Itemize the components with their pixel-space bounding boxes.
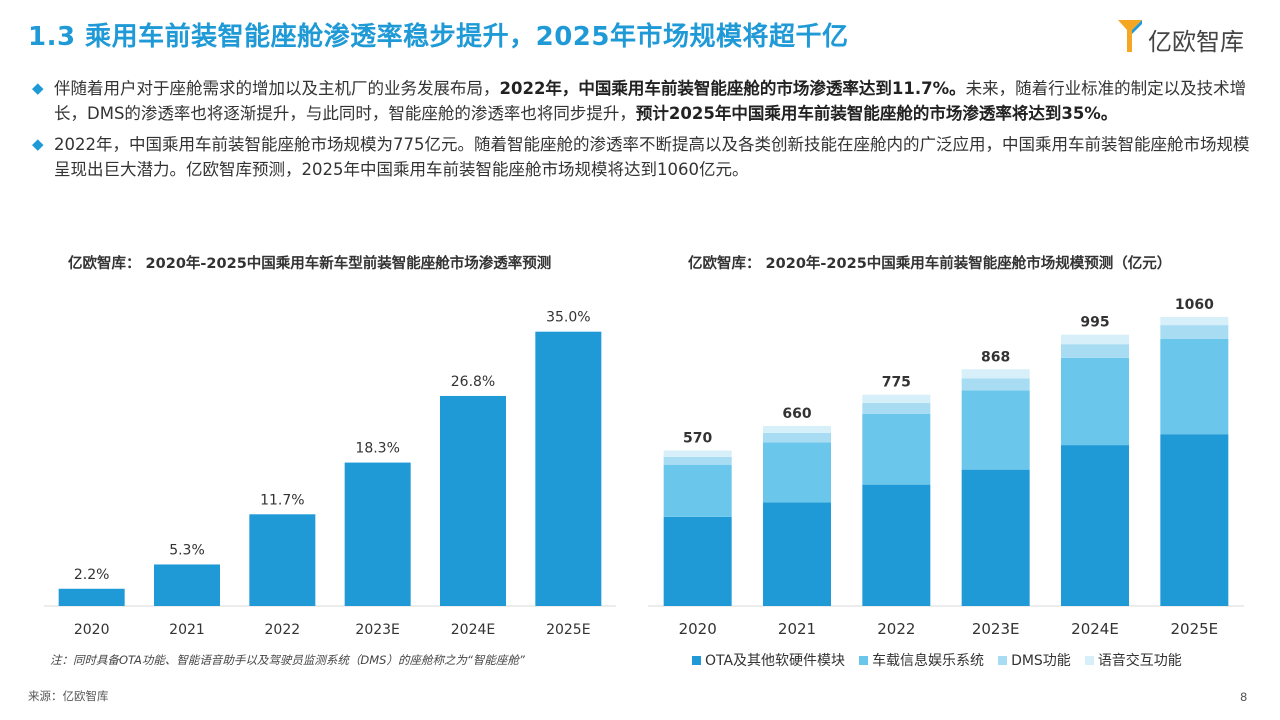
segment-0-2020: [663, 516, 732, 606]
legend-item-0: OTA及其他软硬件模块: [692, 650, 845, 670]
segment-3-2021: [763, 426, 831, 433]
x-tick-label-2025E: 2025E: [1171, 620, 1219, 638]
total-label-2020: 570: [683, 431, 712, 447]
x-tick-label-2024E: 2024E: [1071, 620, 1119, 638]
legend-swatch: [1084, 655, 1094, 665]
x-tick-label-2024E: 2024E: [451, 622, 495, 638]
data-label-2022: 11.7%: [260, 492, 304, 508]
segment-0-2024E: [1061, 445, 1129, 606]
bullet-text: 2022年，中国乘用车前装智能座舱市场规模为775亿元。随着智能座舱的渗透率不断…: [54, 135, 1250, 179]
segment-0-2023E: [961, 469, 1030, 606]
penetration-bar-chart: 2.2% 2020 5.3% 2021 11.7% 2022 18.3% 2023E 26.8%…: [44, 310, 616, 638]
bar-2021: [154, 564, 220, 606]
data-label-2024E: 26.8%: [451, 374, 495, 390]
legend-item-3: 语音交互功能: [1084, 650, 1182, 670]
bullet-text: 伴随着用户对于座舱需求的增加以及主机厂的业务发展布局，: [54, 79, 500, 98]
data-label-2020: 2.2%: [74, 567, 110, 583]
data-label-2021: 5.3%: [169, 542, 205, 558]
total-label-2022: 775: [882, 375, 911, 391]
x-tick-label-2022: 2022: [265, 622, 301, 638]
brand-logo: 亿欧智库: [1116, 16, 1266, 60]
segment-2-2022: [862, 402, 931, 414]
bullet-text: 未来，随着行业标准的制定以及技术增长，DMS的渗透率也将逐渐提升，与此同时，智能…: [54, 79, 1247, 123]
x-tick-label-2021: 2021: [778, 620, 816, 638]
chart-title-penetration: 亿欧智库： 2020年-2025中国乘用车新车型前装智能座舱市场渗透率预测: [68, 256, 552, 272]
legend-item-1: 车载信息娱乐系统: [859, 650, 984, 670]
total-label-2023E: 868: [981, 349, 1010, 365]
bar-2025E: [535, 331, 602, 606]
segment-0-2022: [862, 484, 931, 606]
bullet-item-penetration: ◆ 伴随着用户对于座舱需求的增加以及主机厂的业务发展布局，2022年，中国乘用车…: [32, 76, 1258, 126]
segment-0-2025E: [1160, 434, 1229, 606]
x-tick-label-2023E: 2023E: [972, 620, 1020, 638]
legend-swatch: [998, 655, 1008, 665]
segment-0-2021: [763, 502, 831, 606]
footnote: 注：同时具备OTA功能、智能语音助手以及驾驶员监测系统（DMS）的座舱称之为“智…: [50, 653, 525, 667]
segment-3-2022: [862, 394, 931, 403]
legend-label: 语音交互功能: [1097, 653, 1182, 669]
data-label-2025E: 35.0%: [546, 310, 590, 326]
segment-2-2020: [663, 456, 732, 465]
legend-label: OTA及其他软硬件模块: [705, 653, 846, 669]
legend-item-2: DMS功能: [998, 650, 1071, 670]
logo-text: 亿欧智库: [1148, 28, 1244, 56]
x-tick-label-2025E: 2025E: [546, 622, 590, 638]
segment-1-2023E: [961, 390, 1030, 470]
diamond-icon: ◆: [32, 135, 44, 153]
logo-mark-icon: [1118, 20, 1142, 52]
segment-3-2024E: [1061, 334, 1129, 345]
segment-1-2024E: [1061, 357, 1129, 446]
x-tick-label-2020: 2020: [74, 622, 110, 638]
x-tick-label-2020: 2020: [679, 620, 717, 638]
bar-2022: [249, 514, 316, 606]
segment-1-2025E: [1160, 338, 1229, 435]
page-number: 8: [1240, 690, 1248, 704]
segment-1-2020: [663, 465, 732, 517]
bar-2023E: [344, 462, 411, 606]
bar-2024E: [440, 395, 506, 606]
segment-3-2023E: [961, 369, 1030, 379]
x-tick-label-2021: 2021: [169, 622, 205, 638]
segment-1-2021: [763, 442, 831, 503]
chart-legend: OTA及其他软硬件模块 车载信息娱乐系统 DMS功能 语音交互功能: [692, 650, 1196, 670]
bar-2020: [58, 588, 125, 606]
diamond-icon: ◆: [32, 79, 44, 97]
chart-title-market-size: 亿欧智库： 2020年-2025中国乘用车前装智能座舱市场规模预测（亿元）: [688, 256, 1172, 272]
segment-1-2022: [862, 413, 931, 485]
segment-2-2024E: [1061, 344, 1129, 358]
market-size-stacked-chart: 570 2020 660 2021 775 2022 868 2023E 995 2024E 106…: [648, 297, 1244, 638]
data-label-2023E: 18.3%: [355, 441, 399, 457]
x-tick-label-2023E: 2023E: [355, 622, 399, 638]
x-tick-label-2022: 2022: [877, 620, 915, 638]
bullet-highlight: 预计2025年中国乘用车前装智能座舱的市场渗透率将达到35%。: [635, 104, 1118, 123]
total-label-2024E: 995: [1080, 315, 1109, 331]
segment-2-2025E: [1160, 325, 1229, 339]
legend-swatch: [692, 655, 701, 665]
summary-bullets: ◆ 伴随着用户对于座舱需求的增加以及主机厂的业务发展布局，2022年，中国乘用车…: [32, 76, 1258, 188]
segment-2-2021: [763, 432, 831, 443]
bullet-item-market-size: ◆ 2022年，中国乘用车前装智能座舱市场规模为775亿元。随着智能座舱的渗透率…: [32, 132, 1258, 182]
segment-3-2020: [663, 450, 732, 457]
legend-swatch: [859, 655, 869, 665]
total-label-2021: 660: [782, 406, 811, 422]
segment-3-2025E: [1160, 316, 1229, 326]
total-label-2025E: 1060: [1175, 297, 1214, 313]
segment-2-2023E: [961, 378, 1030, 391]
legend-label: DMS功能: [1011, 653, 1071, 669]
bullet-highlight: 2022年，中国乘用车前装智能座舱的市场渗透率达到11.7%。: [499, 79, 966, 98]
source-text: 来源：亿欧智库: [28, 689, 109, 703]
page-title: 1.3 乘用车前装智能座舱渗透率稳步提升，2025年市场规模将超千亿: [28, 22, 849, 52]
legend-label: 车载信息娱乐系统: [872, 653, 985, 669]
